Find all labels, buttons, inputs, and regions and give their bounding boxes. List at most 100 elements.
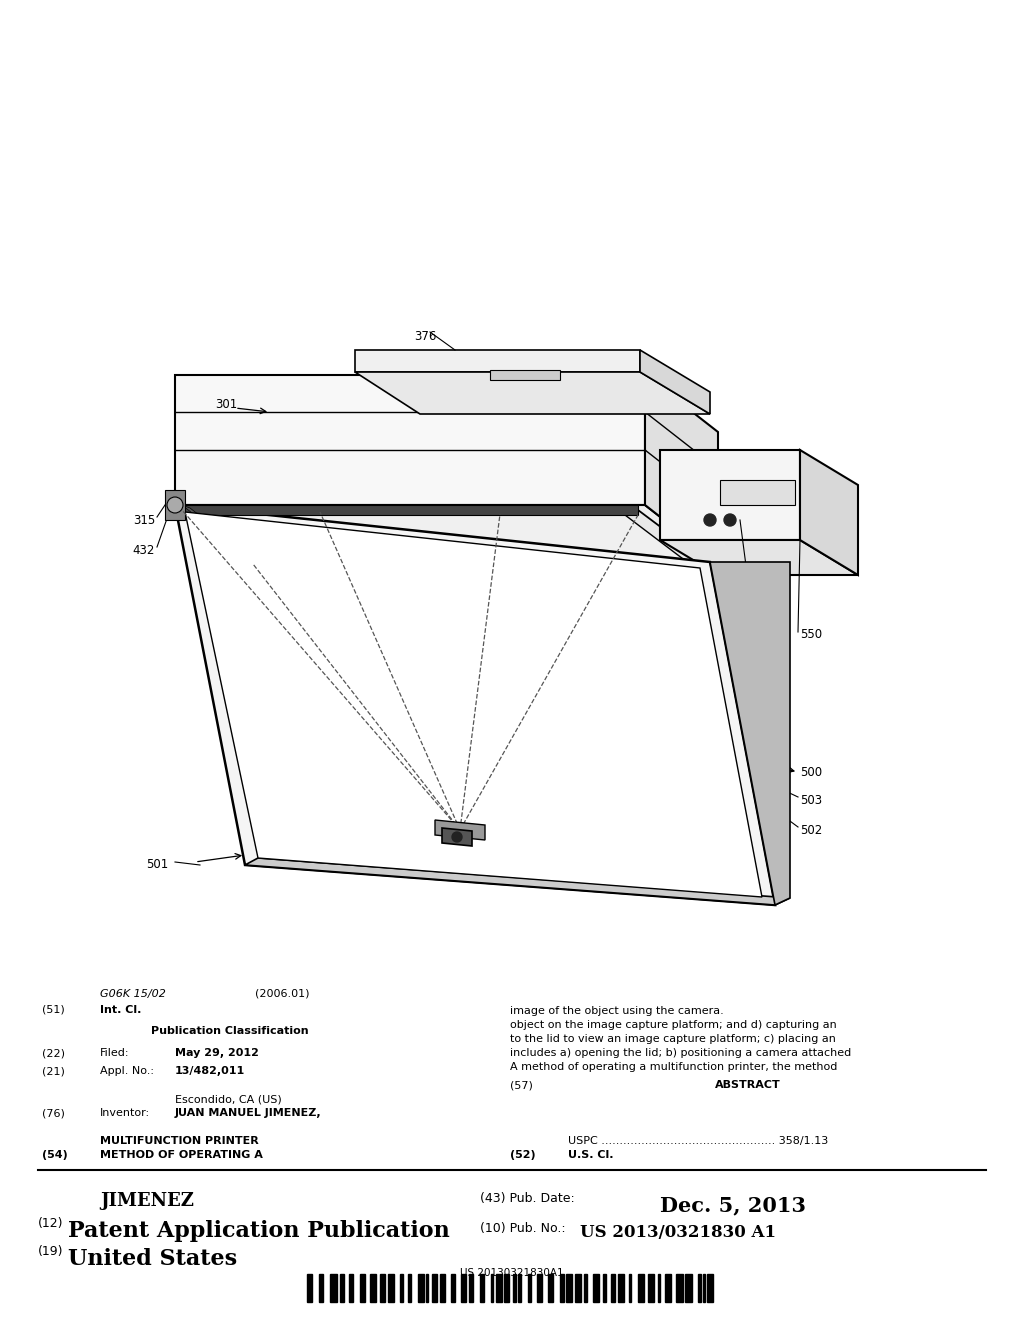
Bar xyxy=(504,1274,509,1302)
Bar xyxy=(380,1274,385,1302)
Text: 500: 500 xyxy=(800,766,822,779)
Polygon shape xyxy=(442,828,472,846)
Polygon shape xyxy=(720,480,795,506)
Polygon shape xyxy=(185,512,762,898)
Text: image of the object using the camera.: image of the object using the camera. xyxy=(510,1006,724,1016)
Text: (21): (21) xyxy=(42,1067,65,1076)
Text: (52): (52) xyxy=(510,1150,536,1160)
Circle shape xyxy=(705,513,716,525)
Bar xyxy=(418,1274,424,1302)
Polygon shape xyxy=(490,370,560,380)
Text: METHOD OF OPERATING A: METHOD OF OPERATING A xyxy=(100,1150,263,1160)
Bar xyxy=(629,1274,631,1302)
Bar xyxy=(698,1274,700,1302)
Bar xyxy=(603,1274,606,1302)
Text: 520: 520 xyxy=(740,693,762,706)
Text: (2006.01): (2006.01) xyxy=(255,989,309,999)
Bar xyxy=(666,1274,671,1302)
Bar xyxy=(575,1274,581,1302)
Bar xyxy=(330,1274,337,1302)
Text: 432: 432 xyxy=(133,544,155,557)
Text: 503: 503 xyxy=(800,793,822,807)
Text: Escondido, CA (US): Escondido, CA (US) xyxy=(175,1094,282,1104)
Text: Inventor:: Inventor: xyxy=(100,1107,151,1118)
Polygon shape xyxy=(710,562,790,906)
Text: JIMENEZ: JIMENEZ xyxy=(100,1192,194,1210)
Text: A method of operating a multifunction printer, the method: A method of operating a multifunction pr… xyxy=(510,1063,838,1072)
Text: (22): (22) xyxy=(42,1048,65,1059)
Bar xyxy=(648,1274,654,1302)
Bar xyxy=(593,1274,599,1302)
Bar xyxy=(400,1274,402,1302)
Text: (19): (19) xyxy=(38,1245,63,1258)
Polygon shape xyxy=(660,540,858,576)
Bar xyxy=(370,1274,376,1302)
Polygon shape xyxy=(175,375,645,506)
Text: US 20130321830A1: US 20130321830A1 xyxy=(460,1269,564,1278)
Text: G06K 15/02: G06K 15/02 xyxy=(100,989,166,999)
Bar xyxy=(618,1274,624,1302)
Circle shape xyxy=(452,832,462,842)
Text: Filed:: Filed: xyxy=(100,1048,129,1059)
Polygon shape xyxy=(245,858,790,906)
Text: Appl. No.:: Appl. No.: xyxy=(100,1067,154,1076)
Polygon shape xyxy=(182,506,638,515)
Bar xyxy=(349,1274,353,1302)
Bar xyxy=(319,1274,324,1302)
Text: May 29, 2012: May 29, 2012 xyxy=(175,1048,259,1059)
Polygon shape xyxy=(355,350,640,372)
Text: 550: 550 xyxy=(800,628,822,642)
Bar xyxy=(490,1274,493,1302)
Text: (76): (76) xyxy=(42,1107,65,1118)
Bar xyxy=(409,1274,412,1302)
Bar xyxy=(528,1274,531,1302)
Bar xyxy=(432,1274,436,1302)
Text: 552: 552 xyxy=(760,653,782,667)
Text: U.S. Cl.: U.S. Cl. xyxy=(568,1150,613,1160)
Circle shape xyxy=(724,513,736,525)
Bar xyxy=(426,1274,428,1302)
Bar xyxy=(638,1274,644,1302)
Bar xyxy=(479,1274,484,1302)
Text: 501: 501 xyxy=(145,858,168,871)
Polygon shape xyxy=(435,820,485,840)
Text: 315: 315 xyxy=(133,513,155,527)
Polygon shape xyxy=(182,510,710,564)
Text: (43) Pub. Date:: (43) Pub. Date: xyxy=(480,1192,574,1205)
Text: 510: 510 xyxy=(490,874,512,887)
Bar xyxy=(340,1274,344,1302)
Text: 301: 301 xyxy=(215,399,238,412)
Text: Publication Classification: Publication Classification xyxy=(152,1026,309,1036)
Bar xyxy=(548,1274,553,1302)
Bar xyxy=(611,1274,614,1302)
Bar xyxy=(440,1274,445,1302)
Bar xyxy=(307,1274,312,1302)
Text: object on the image capture platform; and d) capturing an: object on the image capture platform; an… xyxy=(510,1020,837,1030)
Polygon shape xyxy=(165,490,185,520)
Polygon shape xyxy=(660,450,800,540)
Text: United States: United States xyxy=(68,1247,238,1270)
Polygon shape xyxy=(640,350,710,414)
Text: ABSTRACT: ABSTRACT xyxy=(715,1080,781,1090)
Bar xyxy=(657,1274,659,1302)
Text: 376: 376 xyxy=(414,330,436,343)
Text: 515: 515 xyxy=(460,804,482,817)
Bar xyxy=(469,1274,473,1302)
Text: MULTIFUNCTION PRINTER: MULTIFUNCTION PRINTER xyxy=(100,1137,259,1146)
Text: 502: 502 xyxy=(800,824,822,837)
Bar xyxy=(388,1274,394,1302)
Text: Dec. 5, 2013: Dec. 5, 2013 xyxy=(660,1195,806,1214)
Bar xyxy=(702,1274,705,1302)
Bar xyxy=(496,1274,502,1302)
Bar xyxy=(566,1274,572,1302)
Bar xyxy=(708,1274,713,1302)
Text: includes a) opening the lid; b) positioning a camera attached: includes a) opening the lid; b) position… xyxy=(510,1048,851,1059)
Text: Patent Application Publication: Patent Application Publication xyxy=(68,1220,450,1242)
Text: (12): (12) xyxy=(38,1217,63,1230)
Bar xyxy=(451,1274,456,1302)
Polygon shape xyxy=(800,450,858,576)
Text: Int. Cl.: Int. Cl. xyxy=(100,1005,141,1015)
Bar xyxy=(685,1274,692,1302)
Text: to the lid to view an image capture platform; c) placing an: to the lid to view an image capture plat… xyxy=(510,1034,836,1044)
Text: US 2013/0321830 A1: US 2013/0321830 A1 xyxy=(580,1224,776,1241)
